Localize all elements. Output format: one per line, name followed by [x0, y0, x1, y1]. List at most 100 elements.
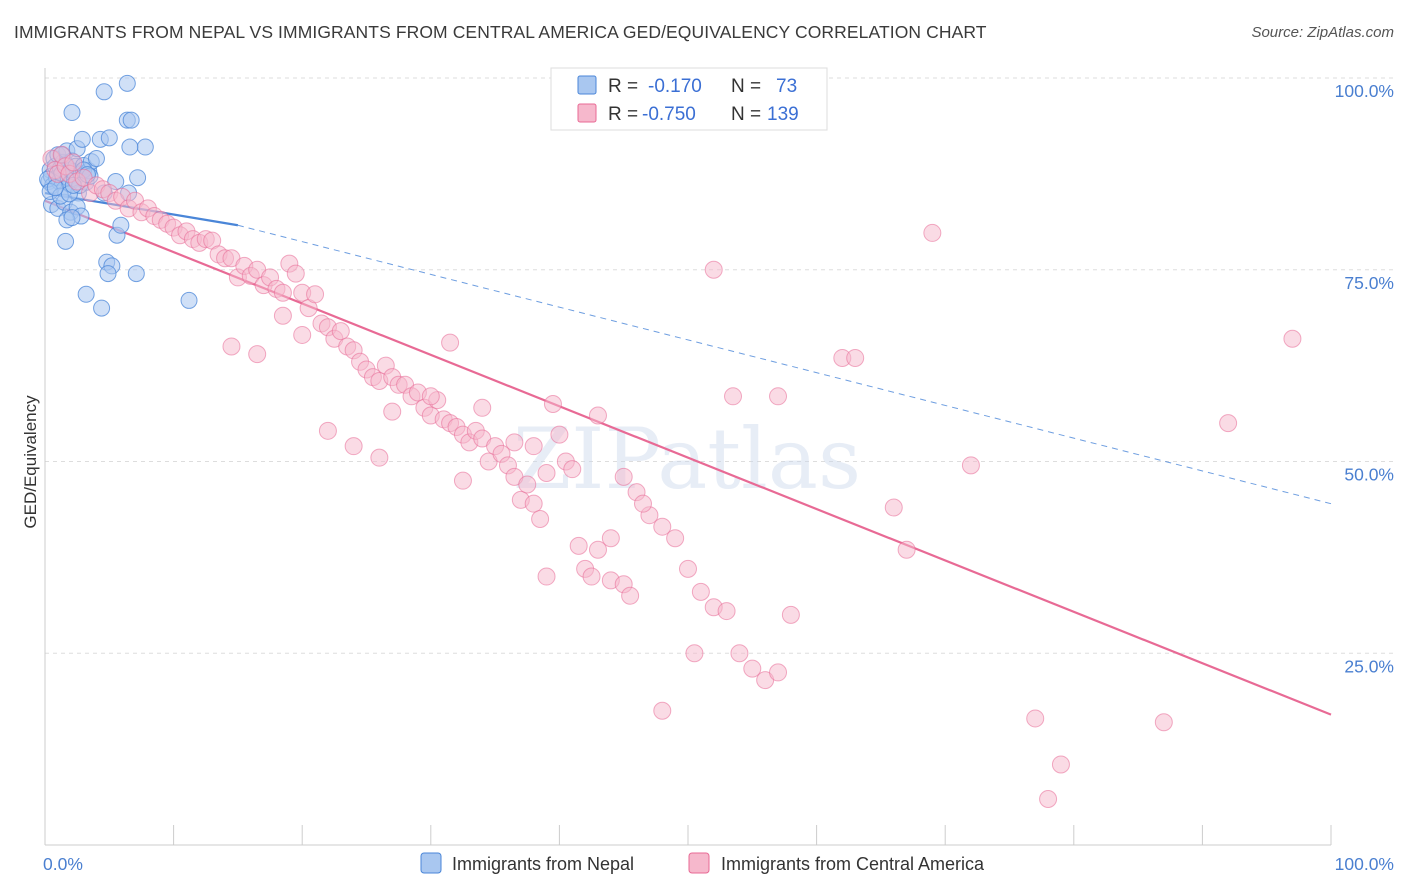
grid-lines [45, 77, 1395, 654]
bottom-legend-swatch-central-america [688, 852, 710, 874]
bottom-legend-swatch-nepal [420, 852, 442, 874]
central-america-point [293, 325, 312, 344]
central-america-point [633, 494, 652, 513]
nepal-point [63, 104, 81, 122]
central-america-point [1154, 713, 1173, 732]
central-america-point [505, 433, 524, 452]
nepal-point [77, 285, 95, 303]
y-axis-title: GED/Equivalency [21, 395, 40, 529]
central-america-point [64, 153, 83, 172]
central-america-point [453, 471, 472, 490]
nepal-point [112, 216, 130, 234]
bottom-legend-nepal-label: Immigrants from Nepal [452, 854, 634, 874]
central-america-point [897, 540, 916, 559]
nepal-point [129, 169, 147, 187]
central-america-point [685, 644, 704, 663]
central-america-point [441, 333, 460, 352]
central-america-point [543, 394, 562, 413]
bottom-legend-ca-label: Immigrants from Central America [721, 854, 985, 874]
legend-swatch-nepal [577, 75, 597, 95]
central-america-point [318, 421, 337, 440]
y-tick-label: 50.0% [1344, 465, 1394, 485]
legend-swatch-central-america [577, 103, 597, 123]
nepal-point [63, 209, 81, 227]
correlation-legend: R = -0.170 N = 73 R = -0.750 N = 139 [550, 67, 828, 131]
nepal-point [100, 129, 118, 147]
legend-ca-n-label: N = [731, 104, 761, 125]
central-america-point [769, 663, 788, 682]
central-america-point [569, 536, 588, 555]
central-america-point [331, 322, 350, 341]
nepal-point [73, 130, 91, 148]
y-tick-labels: 25.0% 50.0% 75.0% 100.0% [1335, 81, 1394, 676]
central-america-point [370, 448, 389, 467]
nepal-point [121, 138, 139, 156]
central-america-point [704, 260, 723, 279]
nepal-point [95, 83, 113, 101]
nepal-point [118, 74, 136, 92]
central-america-point [1051, 755, 1070, 774]
central-america-point [273, 283, 292, 302]
central-america-point [550, 425, 569, 444]
central-america-point [518, 475, 537, 494]
central-america-point [743, 659, 762, 678]
central-america-point [1039, 789, 1058, 808]
central-america-point [588, 406, 607, 425]
central-america-points [42, 145, 1302, 808]
x-tick-label: 100.0% [1335, 854, 1394, 874]
nepal-point [87, 150, 105, 168]
nepal-point [136, 138, 154, 156]
central-america-point [961, 456, 980, 475]
central-america-point [679, 559, 697, 578]
legend-nepal-r-value: -0.170 [648, 76, 702, 97]
central-america-point [306, 285, 325, 304]
central-america-point [730, 644, 749, 663]
central-america-point [923, 223, 942, 242]
nepal-point [180, 291, 198, 309]
central-america-point [724, 387, 743, 406]
y-tick-label: 25.0% [1344, 656, 1394, 676]
central-america-point [588, 540, 607, 559]
central-america-point [524, 437, 543, 456]
chart-title: IMMIGRANTS FROM NEPAL VS IMMIGRANTS FROM… [14, 22, 987, 42]
x-tick-labels: 0.0% 100.0% [43, 854, 1394, 874]
central-america-point [653, 517, 672, 536]
central-america-point [666, 529, 685, 548]
legend-ca-r-label: R = [608, 104, 638, 125]
legend-ca-n-value: 139 [767, 104, 799, 125]
nepal-point [57, 232, 75, 250]
central-america-point [421, 387, 440, 406]
series-legend: Immigrants from Nepal Immigrants from Ce… [420, 852, 985, 874]
central-america-point [884, 498, 903, 517]
nepal-point [93, 299, 111, 317]
central-america-point [537, 567, 556, 586]
central-america-point [1026, 709, 1045, 728]
central-america-point [769, 387, 788, 406]
central-america-point [344, 437, 363, 456]
central-america-point [524, 494, 543, 513]
central-america-point [601, 529, 620, 548]
nepal-point [127, 265, 145, 283]
central-america-point [531, 510, 550, 529]
central-america-point [1283, 329, 1302, 348]
central-america-point [473, 398, 492, 417]
central-america-point [846, 348, 865, 367]
legend-nepal-n-label: N = [731, 76, 761, 97]
central-america-point [653, 701, 672, 720]
central-america-point [691, 582, 710, 601]
central-america-point [222, 337, 241, 356]
nepal-point [122, 111, 140, 129]
x-tick-label: 0.0% [43, 854, 83, 874]
central-america-point [286, 264, 305, 283]
nepal-point [99, 265, 117, 283]
nepal-trend-extension [237, 224, 1332, 505]
central-america-point [248, 345, 267, 364]
central-america-point [582, 567, 601, 586]
y-tick-label: 100.0% [1335, 81, 1394, 101]
legend-nepal-r-label: R = [608, 76, 638, 97]
legend-ca-r-value: -0.750 [642, 104, 696, 125]
central-america-point [781, 605, 800, 624]
legend-nepal-n-value: 73 [776, 76, 797, 97]
central-america-point [717, 602, 736, 621]
